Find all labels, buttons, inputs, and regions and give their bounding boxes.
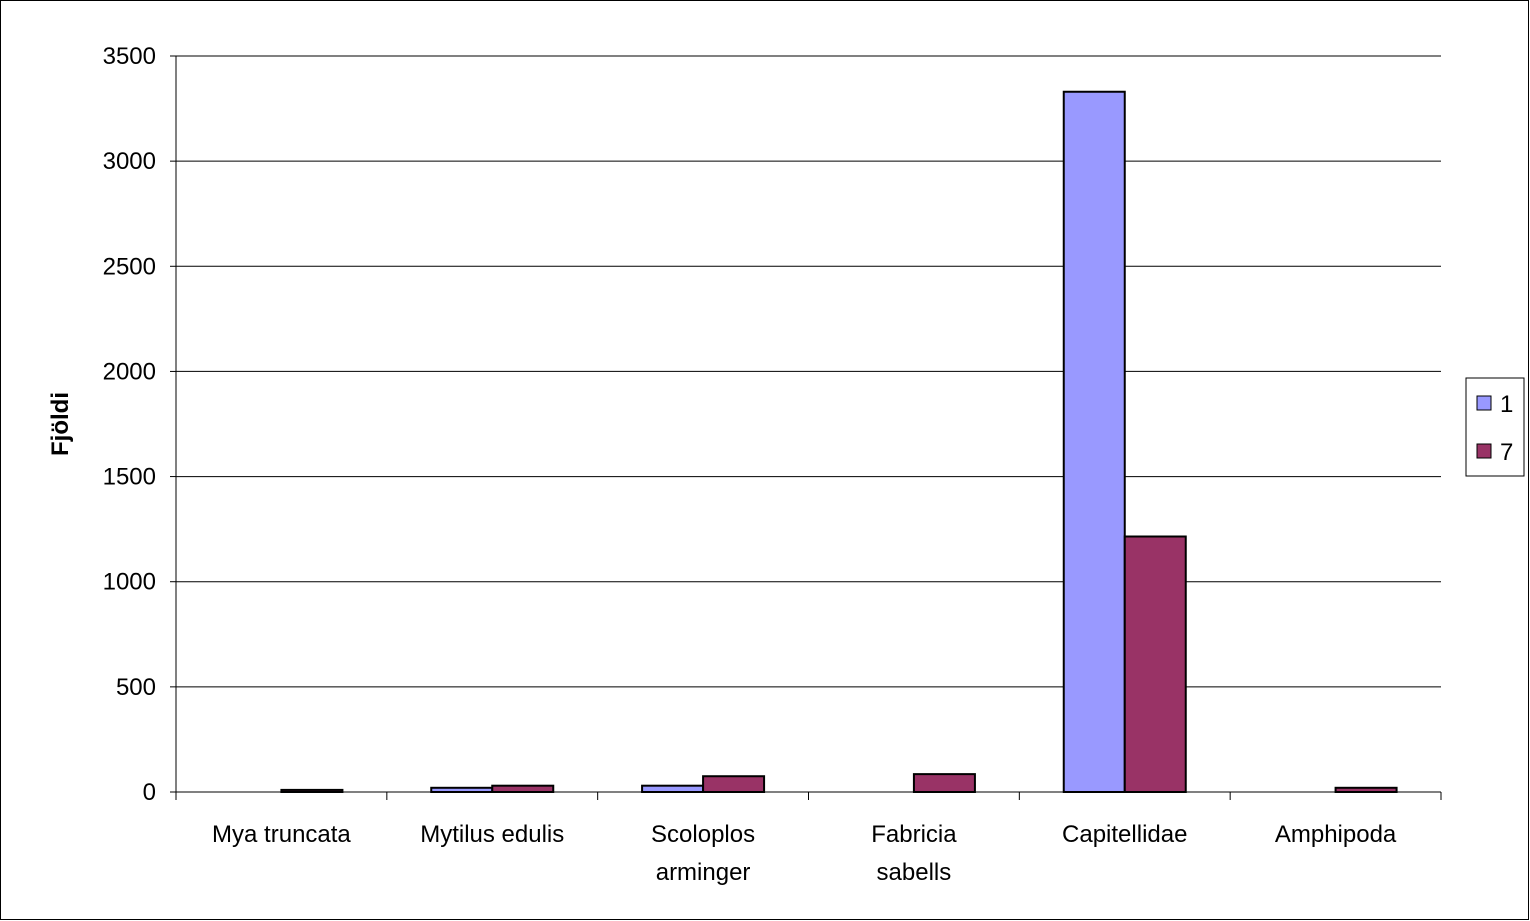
- gridlines: [176, 55, 1441, 688]
- x-tick-label: Mytilus edulis: [420, 821, 564, 848]
- x-tick-label: Capitellidae: [1062, 821, 1187, 848]
- y-tick-label: 3000: [103, 148, 156, 175]
- y-tick-label: 3500: [103, 43, 156, 70]
- bar-series-7-2: [702, 775, 766, 794]
- legend: 17: [1465, 377, 1525, 477]
- bar-series-1-2: [641, 784, 705, 793]
- y-tick-label: 1000: [103, 569, 156, 596]
- x-axis-ticks: Mya truncata Mytilus edulis Scoloplos armin…: [175, 792, 1442, 886]
- bar-series-7-5: [1334, 786, 1398, 794]
- legend-swatch-1: [1476, 395, 1492, 411]
- legend-box: [1465, 377, 1525, 477]
- x-tick-label: Amphipoda: [1275, 821, 1397, 848]
- y-tick-label: 2000: [103, 358, 156, 385]
- bar-series-1-1: [430, 786, 494, 794]
- bar-series-7-4: [1123, 535, 1187, 794]
- x-tick-label: Scoloplos: [651, 821, 755, 848]
- y-tick-label: 500: [116, 674, 156, 701]
- legend-label-1: 1: [1500, 391, 1513, 418]
- bar-series-1-4: [1062, 90, 1126, 793]
- bar-series-7-1: [491, 784, 555, 793]
- bar-series-7-3: [912, 773, 976, 794]
- legend-swatch-7: [1476, 443, 1492, 459]
- x-tick-label: sabells: [877, 859, 952, 886]
- x-tick-label: arminger: [656, 859, 751, 886]
- bars: [280, 90, 1398, 794]
- y-tick-label: 2500: [103, 253, 156, 280]
- legend-label-7: 7: [1500, 439, 1513, 466]
- y-axis-label: Fjöldi: [47, 392, 74, 456]
- y-axis-ticks: 0 500 1000 1500 2000 2500 3000 3500: [103, 43, 176, 806]
- y-tick-label: 0: [143, 779, 156, 806]
- y-tick-label: 1500: [103, 464, 156, 491]
- x-tick-label: Mya truncata: [212, 821, 351, 848]
- x-tick-label: Fabricia: [871, 821, 957, 848]
